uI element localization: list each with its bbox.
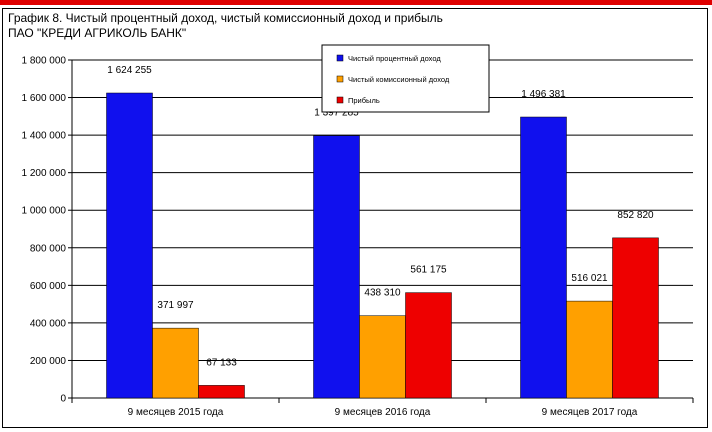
bar-2 [566,300,613,399]
data-label: 1 624 255 [107,65,152,76]
y-tick-label: 1 400 000 [22,131,67,142]
x-tick-label: 9 месяцев 2015 года [128,407,224,418]
bar-3 [198,385,245,399]
legend-label: Чистый комиссионный доход [348,75,450,84]
x-tick-label: 9 месяцев 2017 года [542,407,638,418]
legend-box [321,44,490,113]
bar-2 [152,327,199,399]
y-tick-label: 200 000 [30,356,67,367]
y-tick-label: 1 600 000 [22,93,67,104]
y-tick-label: 600 000 [30,281,67,292]
chart-title: График 8. Чистый процентный доход, чисты… [8,11,443,41]
bar-1 [520,116,567,399]
data-label: 561 175 [410,265,447,276]
data-label: 67 133 [206,357,237,368]
legend-swatch [336,75,344,83]
chart-title-line-1: График 8. Чистый процентный доход, чисты… [8,11,443,25]
data-label: 516 021 [571,273,608,284]
bar-2 [359,315,406,399]
bar-1 [313,135,360,399]
data-label: 852 820 [617,210,654,221]
bar-1 [106,92,153,399]
data-label: 371 997 [157,300,194,311]
data-label: 1 397 285 [314,108,359,119]
x-tick-label: 9 месяцев 2016 года [335,407,431,418]
legend-label: Прибыль [348,96,380,105]
data-label: 1 496 381 [521,89,566,100]
y-tick-label: 0 [60,394,66,405]
y-tick-label: 400 000 [30,318,67,329]
y-tick-label: 800 000 [30,243,67,254]
legend-swatch [336,96,344,104]
top-accent-bar [0,0,712,5]
data-label: 438 310 [364,288,401,299]
y-tick-label: 1 800 000 [22,56,67,67]
legend-label: Чистый процентный доход [348,54,441,63]
y-tick-label: 1 000 000 [22,206,67,217]
legend-swatch [336,54,344,62]
bar-3 [612,237,659,399]
y-tick-label: 1 200 000 [22,168,67,179]
bar-3 [405,292,452,399]
chart-title-line-2: ПАО "КРЕДИ АГРИКОЛЬ БАНК" [8,26,187,40]
